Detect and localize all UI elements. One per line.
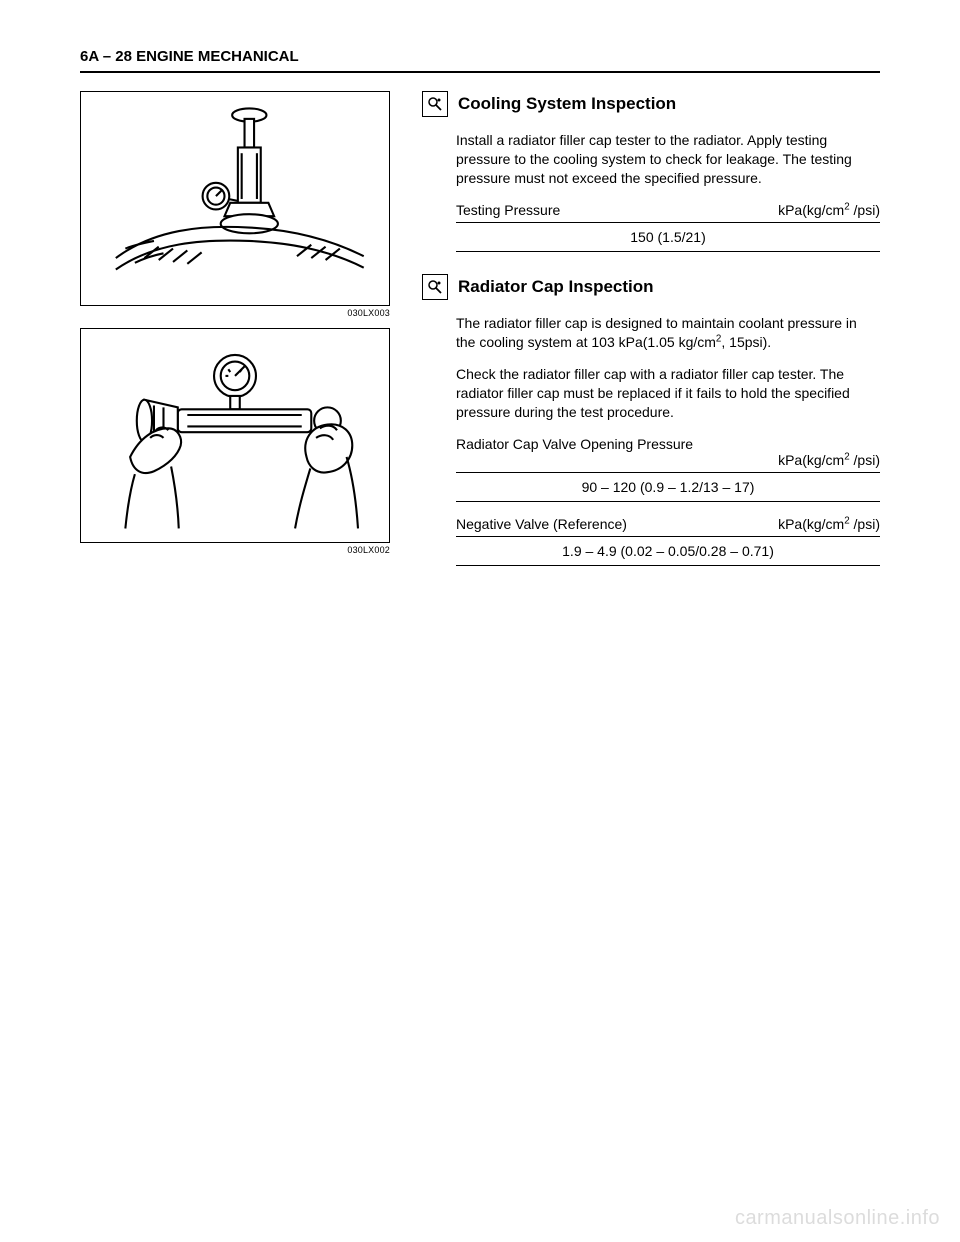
spec-2b-label: Negative Valve (Reference): [456, 516, 627, 532]
content-columns: 030LX003: [80, 91, 880, 588]
section-1-para: Install a radiator filler cap tester to …: [456, 131, 880, 188]
figure-1-svg: [85, 96, 385, 301]
figure-2-caption: 030LX002: [80, 545, 390, 555]
spec-1-label: Testing Pressure: [456, 202, 560, 218]
spec-2a-unit: kPa(kg/cm2 /psi): [456, 452, 880, 468]
figure-1-caption: 030LX003: [80, 308, 390, 318]
inspect-icon: [422, 274, 448, 300]
section-2-title: Radiator Cap Inspection: [458, 277, 654, 297]
page-header: 6A – 28 ENGINE MECHANICAL: [80, 48, 880, 73]
right-column: Cooling System Inspection Install a radi…: [422, 91, 880, 588]
spec-2b-header: Negative Valve (Reference) kPa(kg/cm2 /p…: [456, 516, 880, 536]
section-1-spec: Testing Pressure kPa(kg/cm2 /psi) 150 (1…: [456, 202, 880, 252]
left-column: 030LX003: [80, 91, 390, 588]
spec-1-unit: kPa(kg/cm2 /psi): [778, 202, 880, 218]
figure-1: [80, 91, 390, 306]
spec-2b-value: 1.9 – 4.9 (0.02 – 0.05/0.28 – 0.71): [456, 536, 880, 566]
figure-2: [80, 328, 390, 543]
figure-2-svg: [85, 333, 385, 538]
spec-2a-value: 90 – 120 (0.9 – 1.2/13 – 17): [456, 472, 880, 502]
spec-2a-label: Radiator Cap Valve Opening Pressure: [456, 436, 880, 452]
spec-2a-header: Radiator Cap Valve Opening Pressure kPa(…: [456, 436, 880, 472]
section-2-spec-1: Radiator Cap Valve Opening Pressure kPa(…: [456, 436, 880, 502]
watermark: carmanualsonline.info: [735, 1207, 940, 1230]
section-1-title: Cooling System Inspection: [458, 94, 676, 114]
section-2-para-2: Check the radiator filler cap with a rad…: [456, 365, 880, 422]
spec-1-header: Testing Pressure kPa(kg/cm2 /psi): [456, 202, 880, 222]
section-1-head: Cooling System Inspection: [422, 91, 880, 117]
section-2-head: Radiator Cap Inspection: [422, 274, 880, 300]
inspect-icon: [422, 91, 448, 117]
section-2-spec-2: Negative Valve (Reference) kPa(kg/cm2 /p…: [456, 516, 880, 566]
spec-2b-unit: kPa(kg/cm2 /psi): [778, 516, 880, 532]
section-2-para-1: The radiator filler cap is designed to m…: [456, 314, 880, 352]
spec-1-value: 150 (1.5/21): [456, 222, 880, 252]
